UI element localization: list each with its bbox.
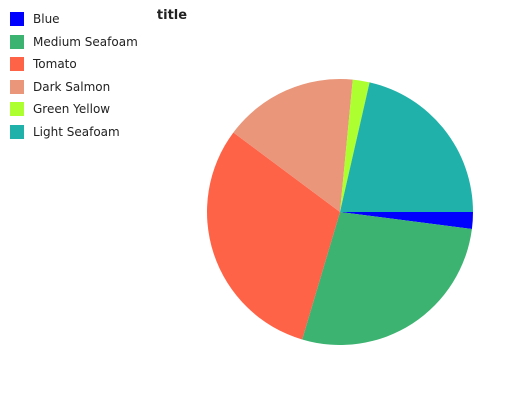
- pie-chart: title Blue Medium Seafoam Tomato Dark Salmo…: [0, 0, 532, 400]
- pie-plot: [0, 0, 532, 400]
